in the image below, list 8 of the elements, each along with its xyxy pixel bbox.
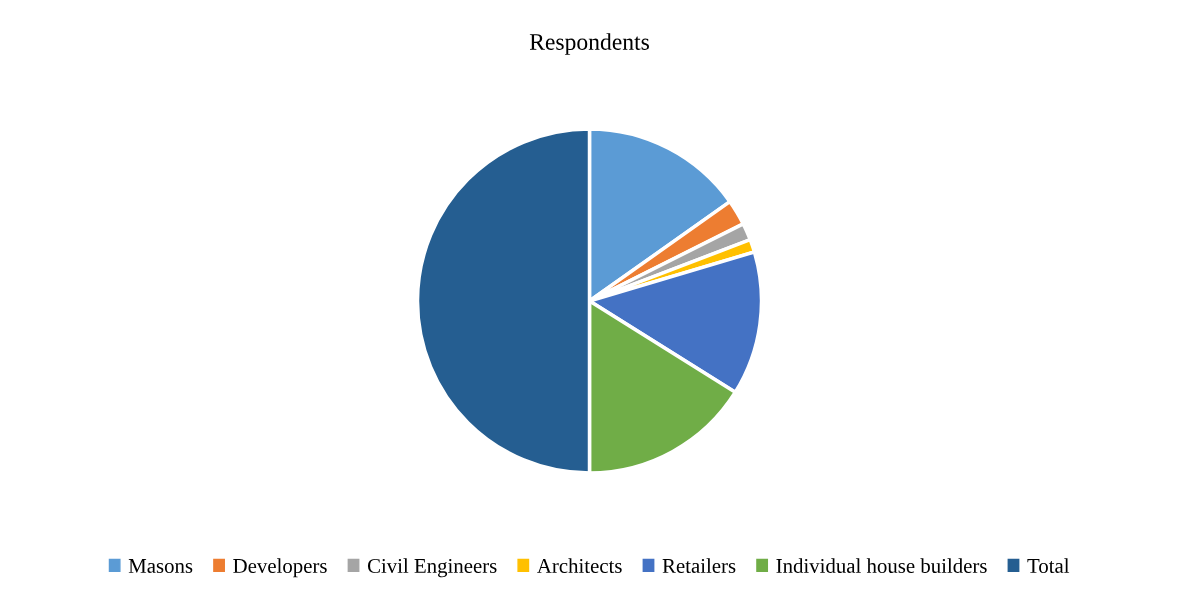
legend-label: Total	[1027, 558, 1070, 573]
legend-label: Developers	[233, 558, 327, 578]
legend-label: Individual house builders	[776, 558, 987, 573]
legend-label: Architects	[537, 558, 622, 573]
legend-label: Masons	[128, 559, 193, 573]
chart-title: Respondents	[529, 33, 649, 55]
legend-label: Retailers	[662, 558, 736, 573]
legend-label: Civil Engineers	[367, 558, 497, 578]
